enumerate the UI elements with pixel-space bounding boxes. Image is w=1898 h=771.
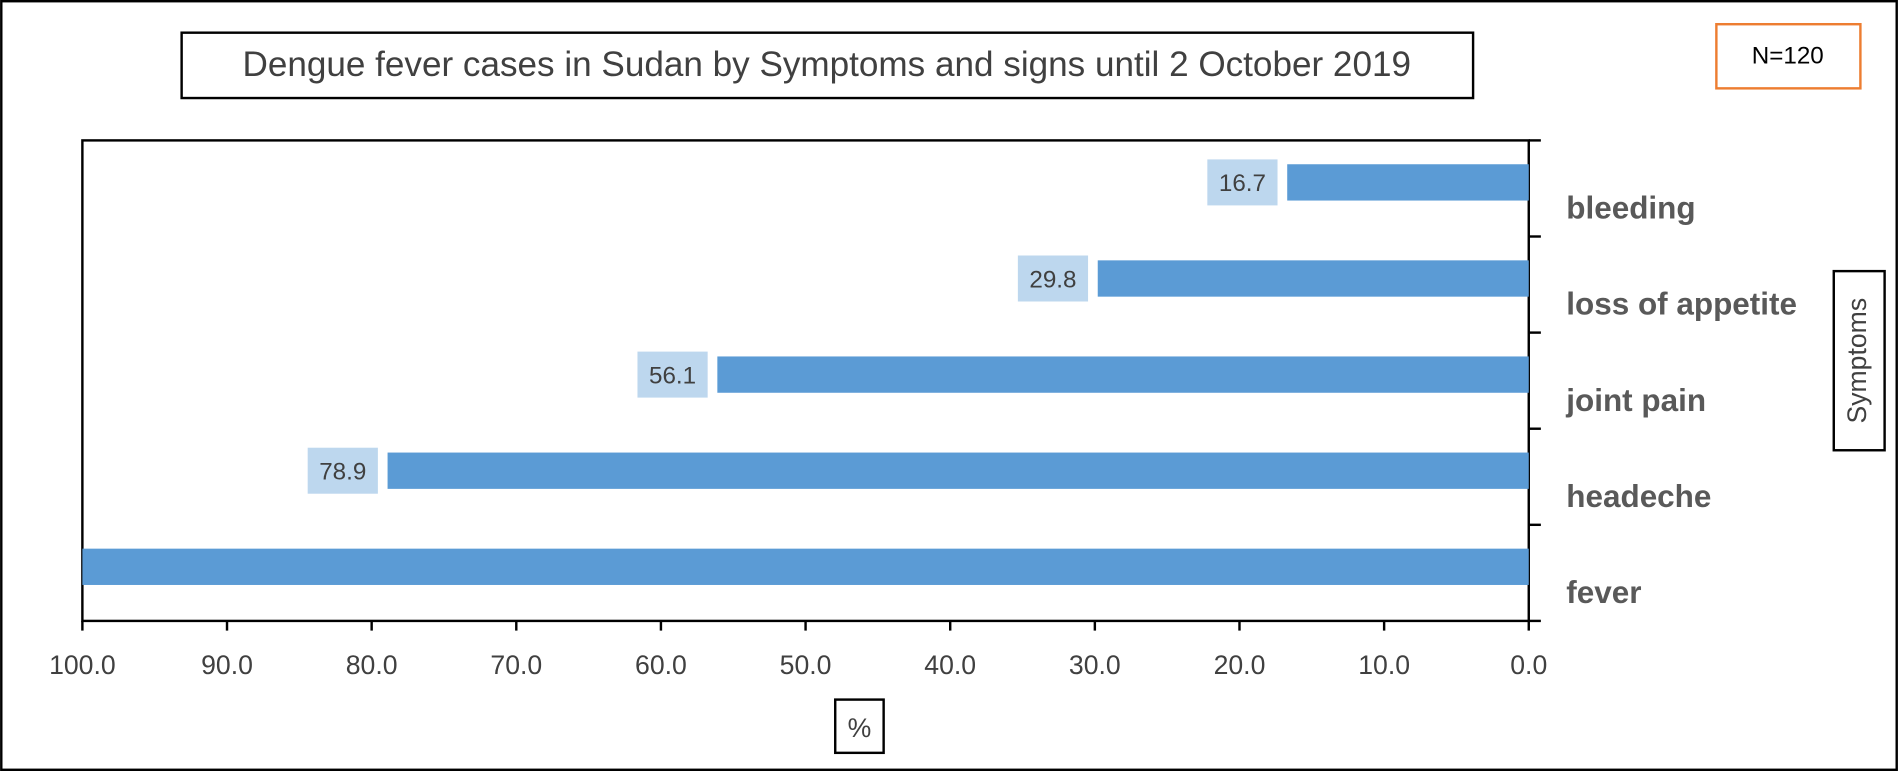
- x-tick-label: 90.0: [201, 650, 253, 680]
- data-label: 16.7: [1219, 170, 1266, 197]
- x-tick-label: 80.0: [346, 650, 398, 680]
- annotation-box: [1715, 22, 1862, 90]
- x-tick-label: 50.0: [780, 650, 832, 680]
- y-tick-label: joint pain: [1565, 383, 1706, 418]
- chart-title: Dengue fever cases in Sudan by Symptoms …: [242, 45, 1411, 84]
- y-axis-label: Symptoms: [1842, 298, 1872, 424]
- data-label-box: [307, 447, 378, 494]
- annotation: N=120: [1752, 42, 1824, 69]
- data-label: 78.9: [319, 459, 366, 486]
- data-label-box: [637, 351, 708, 398]
- data-label-box: [1017, 255, 1089, 302]
- x-axis-label: %: [848, 713, 872, 743]
- y-tick-label: bleeding: [1566, 191, 1695, 226]
- bar: [387, 452, 1529, 489]
- data-label: 56.1: [649, 362, 696, 389]
- x-tick-label: 70.0: [490, 650, 542, 680]
- bar: [1097, 260, 1529, 297]
- bar: [1287, 164, 1529, 201]
- x-tick-label: 40.0: [924, 650, 976, 680]
- x-tick-label: 20.0: [1214, 650, 1266, 680]
- x-tick-label: 30.0: [1069, 650, 1121, 680]
- x-tick-label: 0.0: [1510, 650, 1547, 680]
- title-box: [180, 31, 1475, 100]
- x-label-box: [834, 698, 885, 755]
- y-tick-label: loss of appetite: [1566, 287, 1797, 322]
- x-tick-label: 100.0: [49, 650, 116, 680]
- data-label: 29.8: [1029, 266, 1076, 293]
- x-tick-label: 60.0: [635, 650, 687, 680]
- y-label-box: [1832, 269, 1886, 452]
- x-tick-label: 10.0: [1358, 650, 1410, 680]
- y-tick-label: headeche: [1566, 479, 1711, 514]
- bar: [717, 356, 1529, 393]
- data-label-box: [1207, 159, 1278, 206]
- bar: [82, 548, 1529, 585]
- y-tick-label: fever: [1566, 575, 1641, 610]
